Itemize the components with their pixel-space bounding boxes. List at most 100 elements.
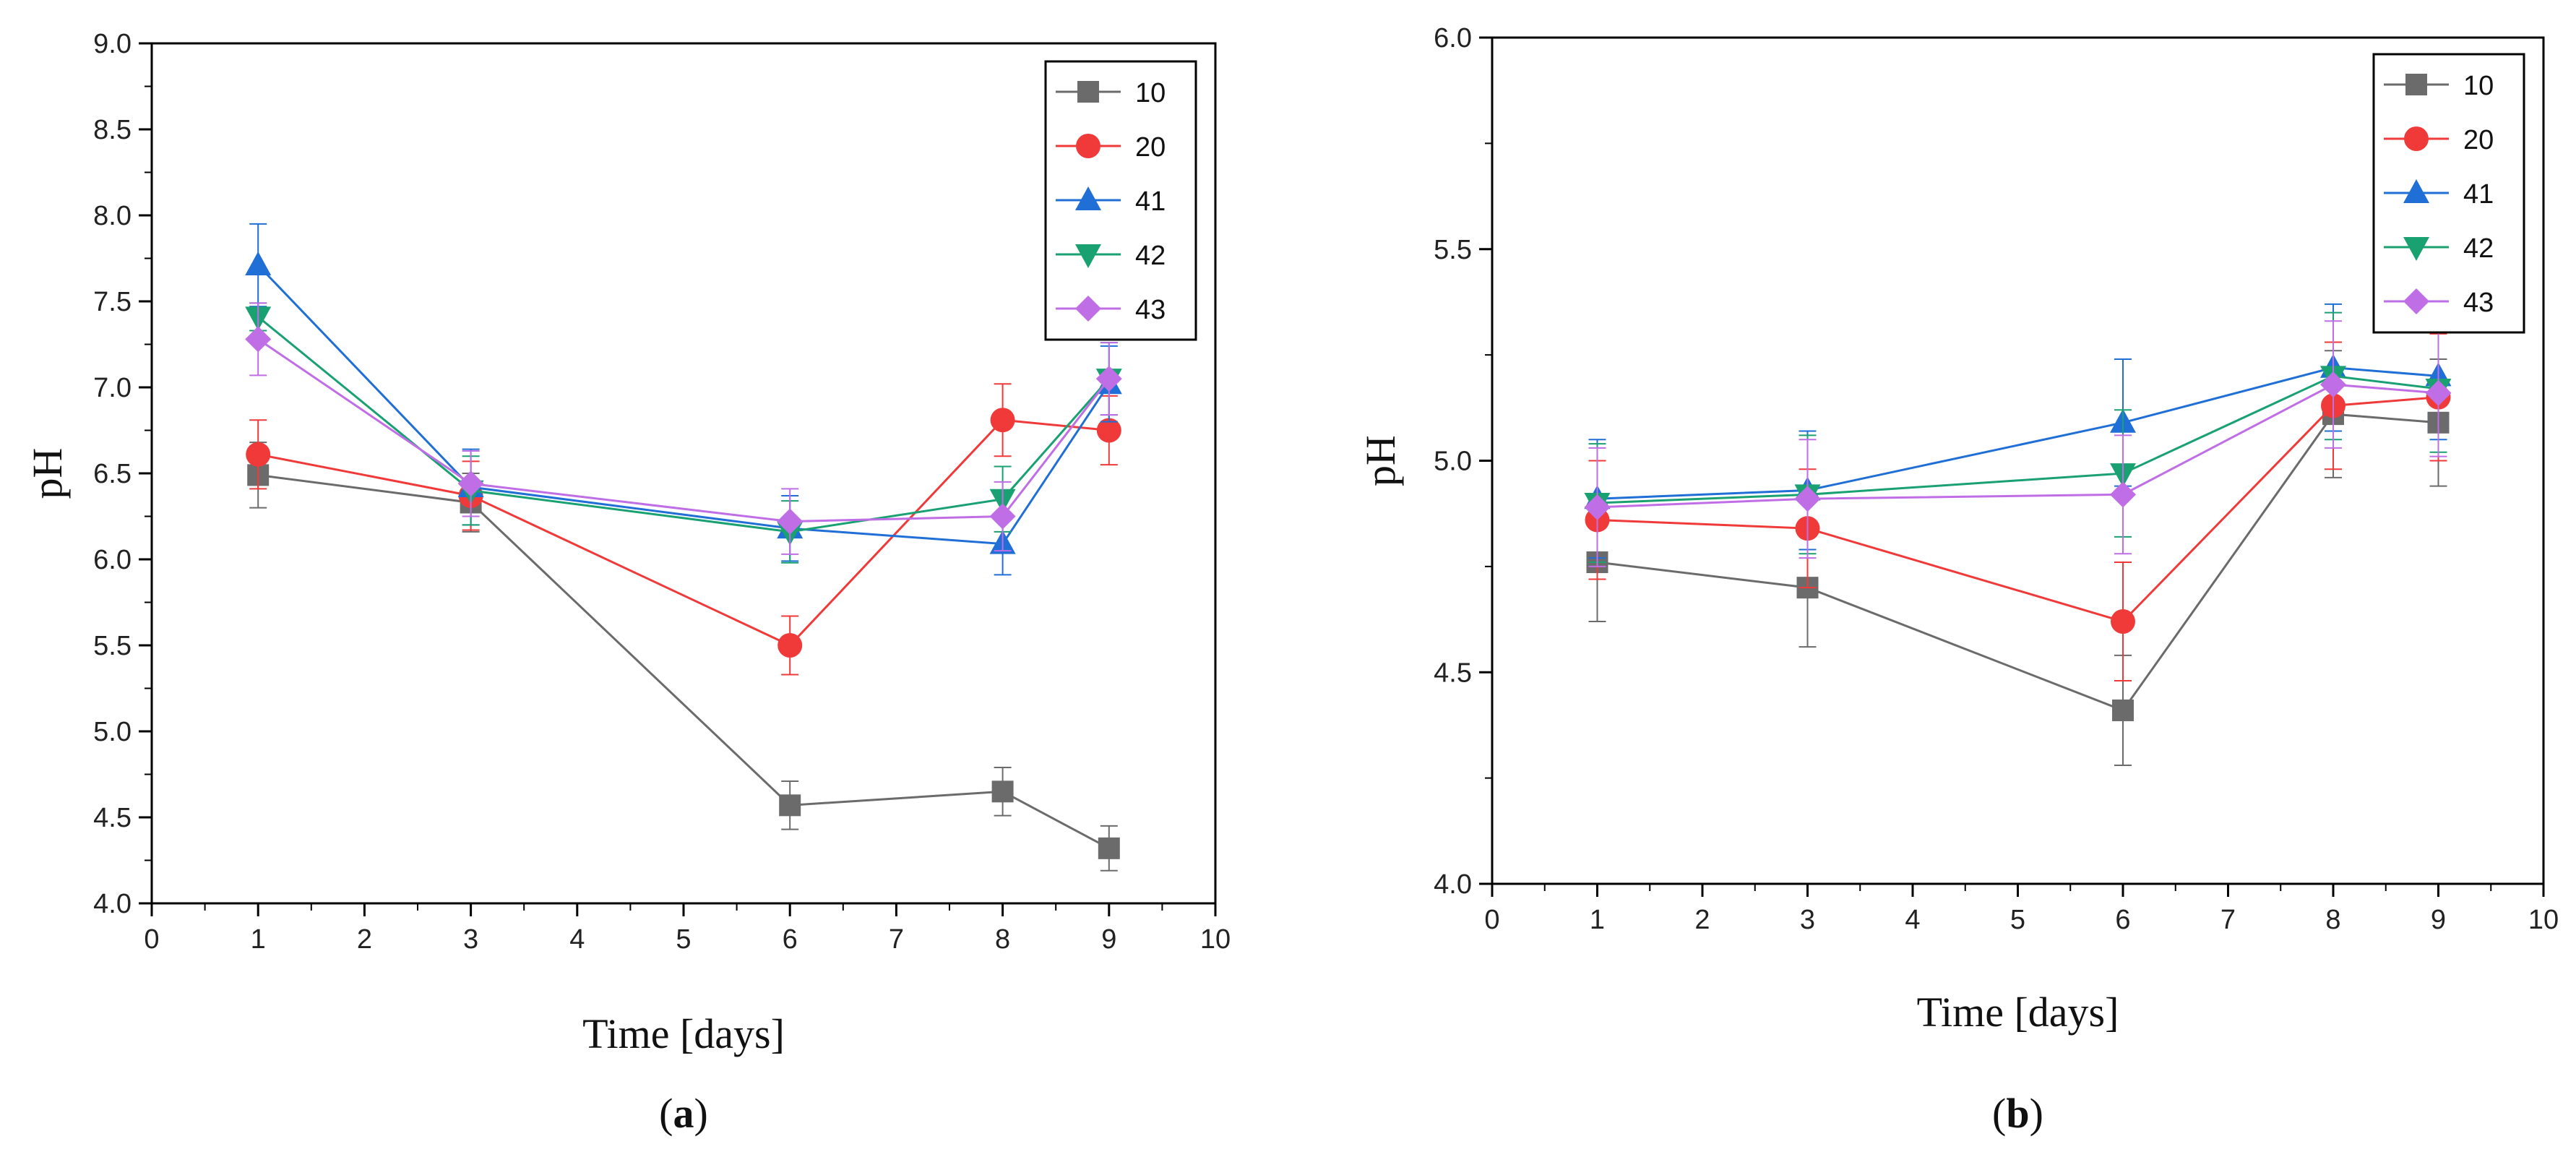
- x-tick-label: 1: [1590, 905, 1605, 935]
- x-tick-label: 10: [2528, 905, 2559, 935]
- legend-marker: [1075, 296, 1101, 322]
- legend-label: 42: [1135, 241, 1166, 271]
- data-point: [777, 633, 803, 658]
- data-point: [1794, 486, 1821, 512]
- series-line: [1597, 396, 2439, 623]
- series-43: [245, 302, 1122, 555]
- data-point: [779, 794, 801, 817]
- series-20: [246, 383, 1121, 676]
- x-tick-label: 6: [2115, 905, 2130, 935]
- data-point: [990, 408, 1015, 433]
- data-point: [2110, 481, 2136, 508]
- series-line: [257, 418, 1109, 647]
- legend-label: 10: [2463, 71, 2494, 101]
- x-tick-label: 1: [251, 924, 266, 955]
- series-line: [1597, 366, 2439, 500]
- series-line: [258, 473, 1110, 850]
- data-point: [2320, 371, 2346, 398]
- data-point: [1584, 494, 1611, 520]
- panel-label: (b): [1992, 1090, 2043, 1137]
- legend-marker: [2404, 126, 2429, 151]
- legend-marker: [2405, 74, 2427, 95]
- x-tick-label: 2: [357, 924, 372, 955]
- y-tick-label: 4.0: [93, 889, 132, 919]
- data-point: [1098, 837, 1120, 859]
- legend-marker: [1075, 244, 1101, 268]
- x-tick-label: 5: [676, 924, 691, 955]
- y-tick-label: 4.5: [1434, 658, 1472, 688]
- legend-label: 10: [1135, 78, 1166, 108]
- series-10: [247, 442, 1120, 872]
- legend-label: 41: [2463, 179, 2494, 210]
- x-tick-label: 2: [1694, 905, 1710, 935]
- x-tick-label: 7: [2220, 905, 2236, 935]
- y-tick-label: 5.5: [93, 631, 132, 661]
- x-tick-label: 7: [889, 924, 904, 955]
- y-tick-label: 8.5: [93, 115, 132, 145]
- x-tick-label: 8: [995, 924, 1010, 955]
- data-point: [777, 508, 804, 535]
- data-point: [246, 442, 271, 467]
- y-tick-label: 5.0: [1434, 447, 1472, 477]
- legend-label: 20: [2463, 125, 2494, 155]
- chart-panel-b: 0 1 2 3 4 5 6 7 8 9 10 4.0 4.5 5.0 5.5 6.0 Time [days] pH…: [1357, 23, 2559, 1137]
- legend-label: 41: [1135, 186, 1166, 217]
- legend-marker: [1077, 81, 1099, 103]
- x-tick-label: 10: [1200, 924, 1231, 955]
- y-tick-label: 7.5: [93, 287, 132, 317]
- x-tick-label: 9: [1101, 924, 1116, 955]
- series-line: [1597, 413, 2439, 712]
- y-axis-title: pH: [24, 448, 71, 499]
- panel-label: (a): [659, 1090, 708, 1137]
- data-point: [991, 780, 1014, 803]
- series-10: [1586, 350, 2450, 767]
- data-point: [2112, 699, 2134, 721]
- data-point: [1096, 418, 1121, 443]
- x-tick-label: 4: [569, 924, 585, 955]
- x-tick-label: 8: [2325, 905, 2340, 935]
- data-point: [989, 503, 1016, 530]
- legend-label: 43: [2463, 288, 2494, 318]
- data-point: [2111, 608, 2135, 634]
- legend-marker: [1075, 186, 1101, 210]
- legend-label: 43: [1135, 295, 1166, 325]
- x-tick-label: 3: [1800, 905, 1815, 935]
- data-point: [1095, 366, 1122, 392]
- legend-marker: [2403, 179, 2429, 203]
- y-tick-label: 8.0: [93, 201, 132, 231]
- series-41: [245, 223, 1122, 576]
- y-tick-label: 9.0: [93, 29, 132, 59]
- series-line: [257, 338, 1110, 523]
- x-tick-label: 6: [783, 924, 798, 955]
- legend-label: 20: [1135, 132, 1166, 163]
- legend-label: 42: [2463, 233, 2494, 264]
- data-point: [245, 326, 272, 353]
- legend-marker: [2403, 288, 2429, 314]
- y-axis-title: pH: [1357, 435, 1404, 486]
- x-tick-label: 9: [2431, 905, 2446, 935]
- series-43: [1584, 320, 2452, 567]
- x-tick-label: 5: [2010, 905, 2025, 935]
- y-tick-label: 4.0: [1434, 869, 1472, 900]
- legend: 10 20 41 42 43: [1044, 60, 1197, 341]
- data-point: [2425, 379, 2452, 406]
- chart-panel-a: 0 1 2 3 4 5 6 7 8 9 10 4.0 4.5 5.0 5.5 6.0 6.5 7.0 7.5 8.0 8…: [24, 29, 1231, 1137]
- x-tick-label: 3: [463, 924, 478, 955]
- x-tick-label: 0: [1484, 905, 1499, 935]
- y-tick-label: 6.0: [1434, 23, 1472, 53]
- x-axis-title: Time [days]: [582, 1010, 785, 1057]
- y-tick-label: 6.0: [93, 545, 132, 575]
- legend-marker: [2403, 237, 2429, 261]
- legend-marker: [1076, 134, 1100, 158]
- legend: 10 20 41 42 43: [2372, 53, 2525, 334]
- series-20: [1585, 332, 2451, 681]
- data-point: [457, 470, 484, 497]
- y-tick-label: 5.5: [1434, 235, 1472, 265]
- y-tick-label: 7.0: [93, 373, 132, 403]
- series-line: [257, 316, 1110, 533]
- x-axis-title: Time [days]: [1917, 989, 2119, 1036]
- y-tick-label: 4.5: [93, 803, 132, 833]
- x-tick-label: 4: [1905, 905, 1920, 935]
- y-tick-label: 6.5: [93, 459, 132, 489]
